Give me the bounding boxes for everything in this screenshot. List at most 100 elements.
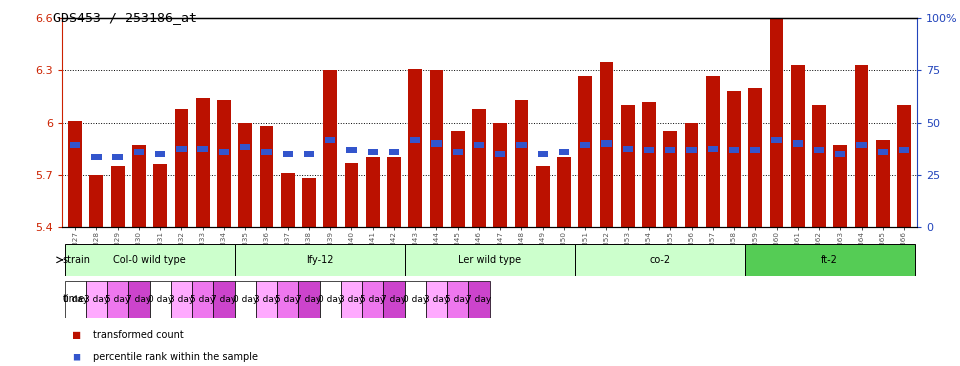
Bar [302, 178, 316, 227]
Text: 0 day: 0 day [232, 295, 258, 304]
Bar [366, 157, 379, 227]
Bar [621, 105, 635, 227]
Bar [410, 137, 420, 143]
Bar [132, 145, 146, 227]
Bar [791, 65, 804, 227]
Bar [259, 126, 274, 227]
Bar [107, 281, 129, 318]
Bar [408, 69, 422, 227]
Text: 7 day: 7 day [211, 295, 236, 304]
Bar [856, 142, 867, 148]
Bar [431, 141, 442, 146]
Bar [642, 102, 656, 227]
Bar [387, 157, 401, 227]
Bar [474, 142, 484, 148]
Bar [447, 281, 468, 318]
Text: GDS453 / 253186_at: GDS453 / 253186_at [53, 11, 197, 24]
Text: Ler wild type: Ler wild type [458, 255, 521, 265]
Bar [745, 244, 915, 276]
Bar [198, 146, 208, 152]
Text: 7 day: 7 day [381, 295, 407, 304]
Bar [213, 281, 234, 318]
Bar [727, 91, 741, 227]
Text: 0 day: 0 day [318, 295, 343, 304]
Bar [282, 151, 293, 157]
Bar [877, 149, 888, 155]
Bar [219, 149, 229, 155]
Bar [68, 121, 82, 227]
Bar [177, 146, 186, 152]
Bar [665, 147, 676, 153]
Bar [495, 151, 505, 157]
Text: 3 day: 3 day [424, 295, 449, 304]
Bar [644, 147, 654, 153]
Text: 0 day: 0 day [148, 295, 173, 304]
Bar [557, 157, 571, 227]
Bar [238, 123, 252, 227]
Bar [559, 149, 569, 155]
Bar [575, 244, 745, 276]
Bar [538, 151, 548, 157]
Bar [833, 145, 847, 227]
Text: 3 day: 3 day [169, 295, 194, 304]
Bar [347, 147, 356, 153]
Bar [854, 65, 869, 227]
Bar [468, 281, 490, 318]
Bar [112, 154, 123, 160]
Bar [578, 76, 592, 227]
Text: Col-0 wild type: Col-0 wild type [113, 255, 186, 265]
Text: percentile rank within the sample: percentile rank within the sample [93, 352, 258, 362]
Bar [277, 281, 299, 318]
Bar [429, 70, 444, 227]
Text: ft-2: ft-2 [821, 255, 838, 265]
Text: co-2: co-2 [649, 255, 670, 265]
Text: 3 day: 3 day [253, 295, 279, 304]
Bar [175, 109, 188, 227]
Bar [663, 131, 677, 227]
Bar [155, 151, 165, 157]
Bar [255, 281, 277, 318]
Text: 7 day: 7 day [297, 295, 322, 304]
Text: 5 day: 5 day [360, 295, 385, 304]
Text: 3 day: 3 day [339, 295, 364, 304]
Bar [64, 244, 234, 276]
Bar [876, 140, 890, 227]
Text: 7 day: 7 day [127, 295, 152, 304]
Bar [133, 149, 144, 155]
Bar [261, 149, 272, 155]
Bar [299, 281, 320, 318]
Text: 0 day: 0 day [62, 295, 87, 304]
Text: ◼: ◼ [72, 330, 82, 340]
Bar [217, 100, 230, 227]
Text: time: time [62, 294, 84, 304]
Bar [234, 281, 255, 318]
Text: strain: strain [62, 255, 90, 265]
Bar [493, 123, 507, 227]
Bar [623, 146, 633, 152]
Bar [899, 147, 909, 153]
Bar [451, 131, 465, 227]
Bar [404, 244, 575, 276]
Bar [325, 137, 335, 143]
Bar [91, 154, 102, 160]
Bar [89, 175, 104, 227]
Bar [749, 88, 762, 227]
Text: ◼: ◼ [72, 352, 80, 362]
Bar [129, 281, 150, 318]
Bar [154, 164, 167, 227]
Bar [240, 144, 251, 150]
Text: 7 day: 7 day [467, 295, 492, 304]
Text: lfy-12: lfy-12 [306, 255, 333, 265]
Bar [472, 109, 486, 227]
Bar [515, 100, 528, 227]
Bar [324, 70, 337, 227]
Bar [600, 62, 613, 227]
Bar [706, 76, 720, 227]
Bar [770, 18, 783, 227]
Bar [750, 147, 760, 153]
Bar [150, 281, 171, 318]
Bar [383, 281, 404, 318]
Bar [812, 105, 826, 227]
Bar [64, 281, 85, 318]
Bar [303, 151, 314, 157]
